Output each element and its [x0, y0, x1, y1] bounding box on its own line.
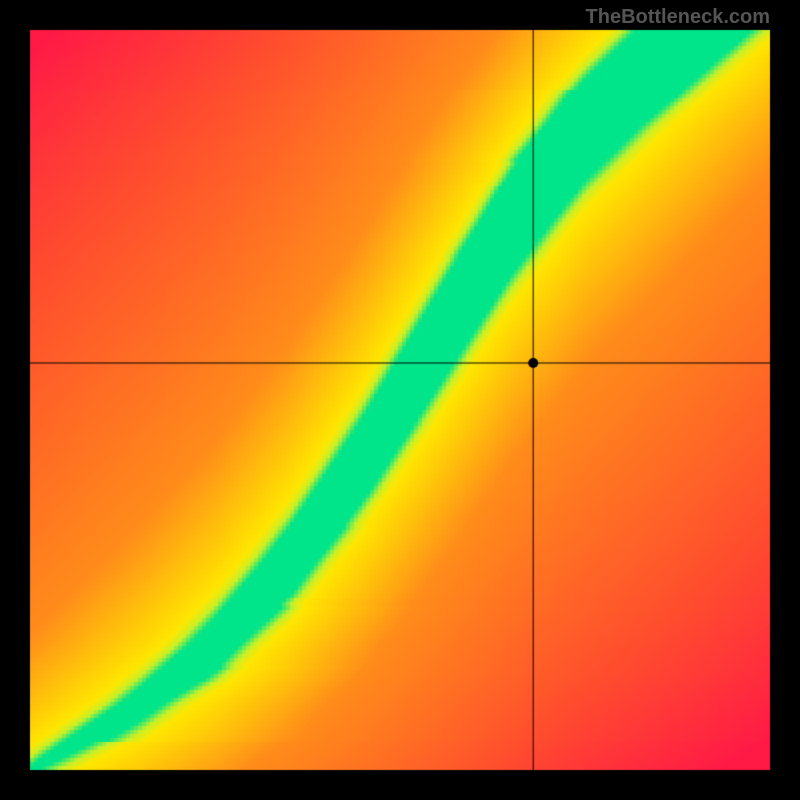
bottleneck-heatmap: [0, 0, 800, 800]
watermark-text: TheBottleneck.com: [586, 6, 770, 29]
